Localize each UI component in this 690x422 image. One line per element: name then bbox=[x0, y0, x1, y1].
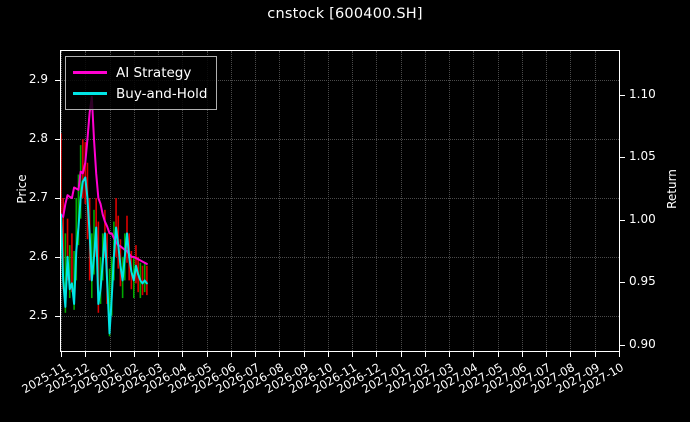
gridline-vertical bbox=[352, 51, 354, 351]
x-axis-tick-mark bbox=[61, 352, 62, 357]
y2-axis-tick-label: 0.90 bbox=[629, 336, 656, 351]
x-axis-tick-mark bbox=[352, 352, 354, 357]
gridline-vertical bbox=[279, 51, 281, 351]
x-axis-tick-mark bbox=[497, 352, 499, 357]
y-axis-tick-mark bbox=[55, 315, 60, 317]
x-axis-tick-mark bbox=[279, 352, 281, 357]
gridline-vertical bbox=[473, 51, 475, 351]
gridline-vertical bbox=[424, 51, 426, 351]
series-line-buy-and-hold bbox=[61, 176, 148, 335]
x-axis-tick-mark bbox=[182, 352, 184, 357]
x-axis-tick-mark bbox=[546, 352, 548, 357]
y-axis-label-return: Return bbox=[665, 169, 679, 209]
y-axis-tick-label: 2.5 bbox=[28, 307, 48, 322]
gridline-vertical bbox=[594, 51, 596, 351]
legend-item[interactable]: Buy-and-Hold bbox=[73, 83, 207, 104]
y-axis-tick-label: 2.9 bbox=[28, 72, 48, 87]
x-axis-tick-mark bbox=[594, 352, 596, 357]
gridline-horizontal bbox=[61, 256, 619, 258]
gridline-vertical bbox=[255, 51, 257, 351]
x-axis-tick-mark bbox=[570, 352, 572, 357]
y2-axis-tick-label: 1.05 bbox=[629, 149, 656, 164]
x-axis-tick-mark bbox=[449, 352, 451, 357]
chart-legend: AI Strategy Buy-and-Hold bbox=[65, 56, 218, 110]
gridline-vertical bbox=[206, 51, 208, 351]
x-axis-tick-mark bbox=[376, 352, 378, 357]
gridline-vertical bbox=[521, 51, 523, 351]
data-series-layer bbox=[61, 95, 148, 337]
gridline-vertical bbox=[570, 51, 572, 351]
y-axis-tick-mark bbox=[55, 256, 60, 258]
y2-axis-tick-label: 1.00 bbox=[629, 211, 656, 226]
gridline-vertical bbox=[376, 51, 378, 351]
x-axis-tick-mark bbox=[109, 352, 111, 357]
gridline-horizontal bbox=[61, 315, 619, 317]
gridline-horizontal bbox=[61, 80, 619, 82]
gridline-vertical bbox=[158, 51, 160, 351]
gridline-horizontal bbox=[61, 139, 619, 141]
gridline-vertical bbox=[303, 51, 305, 351]
x-axis-tick-mark bbox=[255, 352, 257, 357]
legend-label-ai-strategy: AI Strategy bbox=[116, 64, 192, 81]
x-axis-tick-mark bbox=[327, 352, 329, 357]
legend-swatch-buy-and-hold bbox=[73, 92, 107, 95]
gridline-vertical bbox=[182, 51, 184, 351]
y-axis-label-price: Price bbox=[15, 174, 29, 204]
gridline-vertical bbox=[230, 51, 232, 351]
y2-axis-tick-label: 0.95 bbox=[629, 274, 656, 289]
y2-axis-tick-mark bbox=[620, 344, 625, 346]
y2-axis-tick-mark bbox=[620, 282, 625, 284]
x-axis-tick-mark bbox=[473, 352, 475, 357]
y-axis-tick-label: 2.6 bbox=[28, 248, 48, 263]
y-axis-tick-mark bbox=[55, 139, 60, 141]
y-axis-tick-mark bbox=[55, 80, 60, 82]
x-axis-tick-mark bbox=[619, 352, 620, 357]
x-axis-tick-mark bbox=[206, 352, 208, 357]
series-line-ai-strategy bbox=[61, 95, 148, 265]
x-axis-tick-mark bbox=[85, 352, 87, 357]
x-axis-tick-mark bbox=[400, 352, 402, 357]
plot-area bbox=[60, 50, 620, 352]
gridline-vertical bbox=[449, 51, 451, 351]
x-axis-tick-mark bbox=[303, 352, 305, 357]
gridline-vertical bbox=[133, 51, 135, 351]
x-axis-tick-mark bbox=[230, 352, 232, 357]
x-axis-tick-mark bbox=[133, 352, 135, 357]
gridline-vertical bbox=[619, 51, 620, 351]
y-axis-tick-label: 2.7 bbox=[28, 190, 48, 205]
x-axis-tick-mark bbox=[521, 352, 523, 357]
y-axis-tick-mark bbox=[55, 198, 60, 200]
y2-axis-tick-mark bbox=[620, 219, 625, 221]
legend-label-buy-and-hold: Buy-and-Hold bbox=[116, 85, 208, 102]
series-lines bbox=[61, 95, 148, 335]
y2-axis-tick-mark bbox=[620, 157, 625, 159]
y2-axis-tick-label: 1.10 bbox=[629, 86, 656, 101]
gridline-horizontal bbox=[61, 198, 619, 200]
gridline-vertical bbox=[497, 51, 499, 351]
x-axis-tick-mark bbox=[424, 352, 426, 357]
legend-swatch-ai-strategy bbox=[73, 71, 107, 74]
gridline-vertical bbox=[109, 51, 111, 351]
chart-title: cnstock [600400.SH] bbox=[267, 6, 423, 22]
y-axis-tick-label: 2.8 bbox=[28, 131, 48, 146]
y2-axis-tick-mark bbox=[620, 94, 625, 96]
gridline-vertical bbox=[546, 51, 548, 351]
legend-item[interactable]: AI Strategy bbox=[73, 62, 207, 83]
x-axis-tick-mark bbox=[158, 352, 160, 357]
gridline-vertical bbox=[400, 51, 402, 351]
gridline-vertical bbox=[327, 51, 329, 351]
